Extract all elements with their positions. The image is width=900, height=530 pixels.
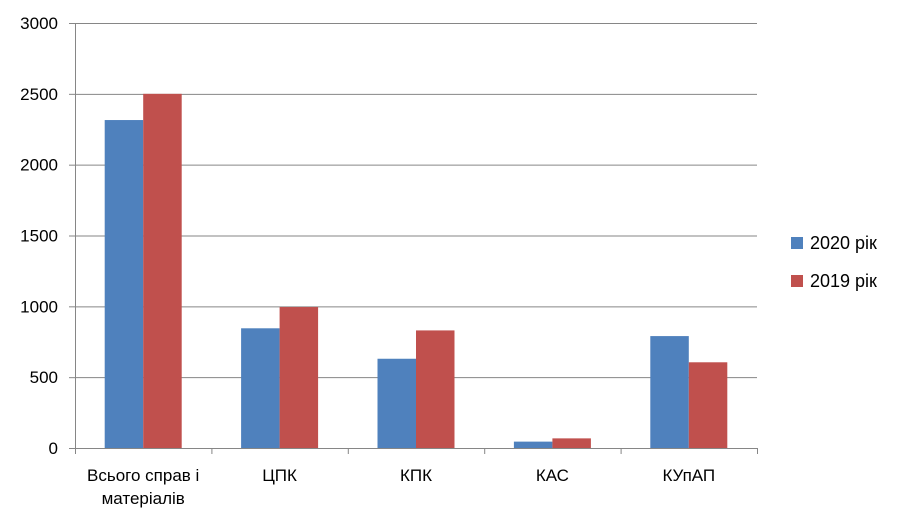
x-category-label: матеріалів <box>102 489 185 508</box>
y-tick-label: 0 <box>49 439 58 458</box>
x-category-label: КУпАП <box>662 466 715 485</box>
y-axis-ticks: 0 500 1000 1500 2000 2500 3000 <box>20 14 75 458</box>
legend: 2020 рік 2019 рік <box>791 233 877 291</box>
x-category-label: Всього справ і <box>87 466 199 485</box>
bar-series-1 <box>104 120 144 449</box>
bar-series-1 <box>377 358 416 448</box>
bar-series-1 <box>241 328 280 448</box>
y-tick-label: 2500 <box>20 85 58 104</box>
x-category-label: КПК <box>400 466 432 485</box>
x-category-label: ЦПК <box>262 466 297 485</box>
legend-label: 2020 рік <box>810 233 877 253</box>
axes <box>75 23 758 454</box>
x-axis-labels: Всього справ і матеріалів ЦПК КПК КАС КУпАП <box>87 466 715 508</box>
y-tick-label: 1000 <box>20 297 58 316</box>
bar-series-2 <box>688 362 728 448</box>
bar-series-2 <box>143 93 182 448</box>
bar-series-2 <box>552 438 591 448</box>
legend-swatch <box>791 237 803 249</box>
y-tick-label: 3000 <box>20 14 58 33</box>
bar-series-1 <box>650 336 689 448</box>
y-tick-label: 500 <box>30 368 58 387</box>
bar-series-2 <box>416 330 455 448</box>
y-tick-label: 2000 <box>20 156 58 175</box>
y-tick-label: 1500 <box>20 227 58 246</box>
gridlines <box>75 23 757 379</box>
bar-series-1 <box>513 441 553 448</box>
x-category-label: КАС <box>536 466 569 485</box>
legend-label: 2019 рік <box>810 271 877 291</box>
bars <box>104 93 728 449</box>
bar-series-2 <box>279 307 319 448</box>
legend-swatch <box>791 275 803 287</box>
